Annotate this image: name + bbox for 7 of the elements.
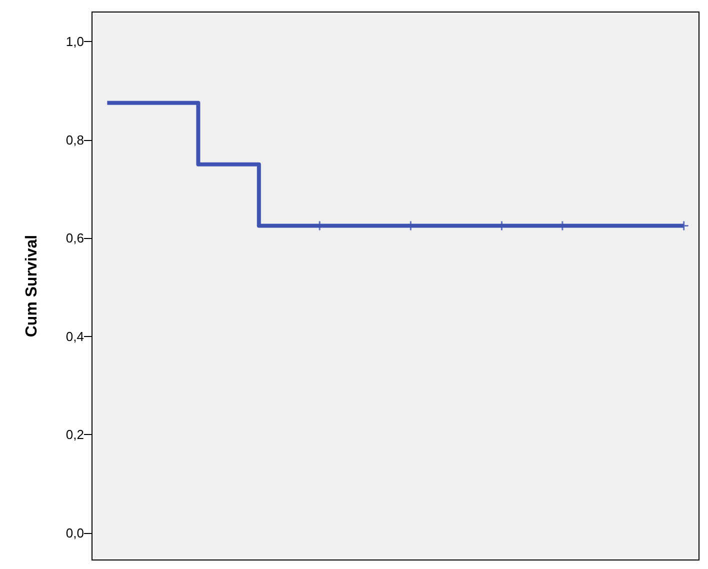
y-tick-label: 0,2 [66, 427, 84, 442]
y-tick-label: 1,0 [66, 34, 84, 49]
y-tick-label: 0,8 [66, 132, 84, 148]
y-tick-label: 0,0 [66, 525, 84, 540]
y-tick-label: 0,4 [66, 328, 84, 344]
y-tick-label: 0,6 [66, 230, 84, 246]
y-axis-title: Cum Survival [24, 234, 40, 338]
